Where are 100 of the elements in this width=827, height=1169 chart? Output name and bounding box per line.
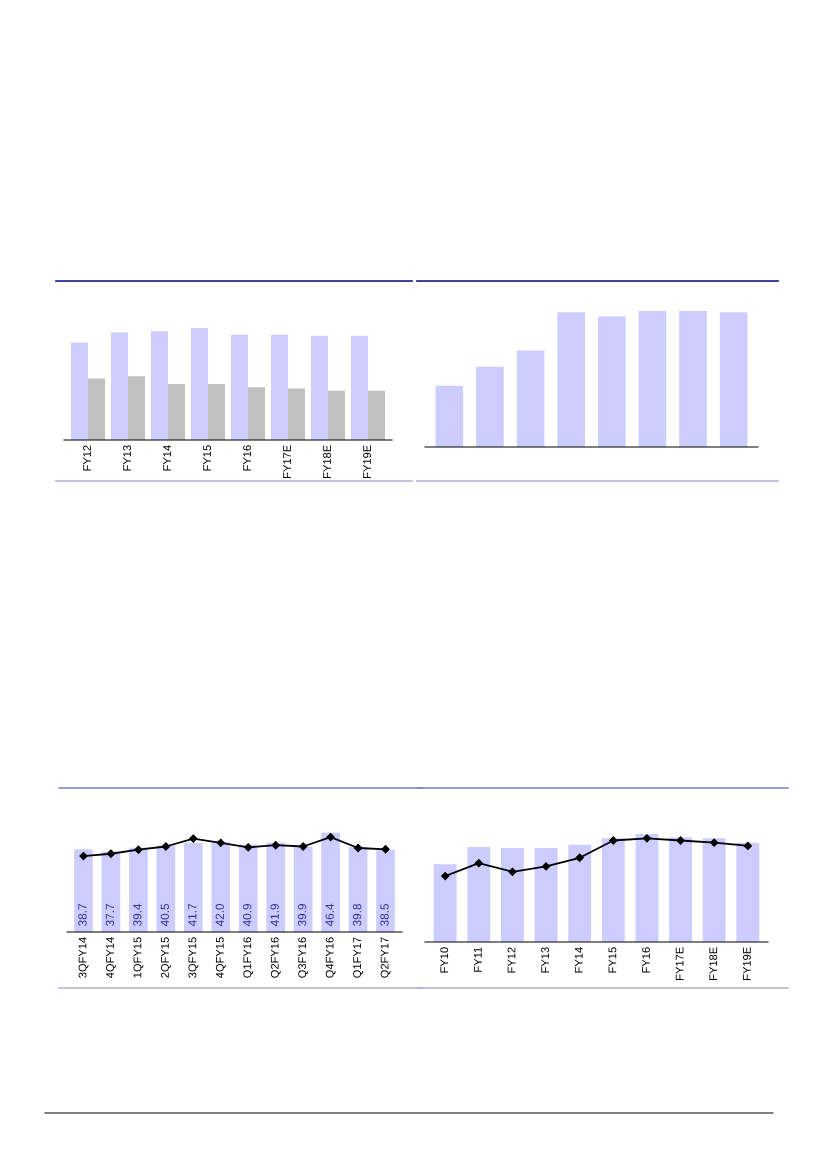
bar (638, 311, 667, 447)
bar (467, 846, 491, 942)
x-tick-label: FY10 (440, 947, 449, 973)
bar (669, 837, 692, 942)
data-label: 38.5 (380, 903, 389, 926)
point (161, 842, 170, 851)
x-tick-label: FY17E (675, 947, 684, 980)
x-tick-label: FY11 (474, 947, 482, 972)
x-tick-label: 3QFY15 (188, 937, 199, 978)
data-label: 46.4 (325, 903, 334, 927)
x-tick-label: FY12 (507, 947, 516, 973)
data-label: 41.9 (270, 904, 279, 927)
x-tick-label: FY14 (574, 947, 583, 973)
bar (311, 335, 328, 440)
bar (635, 834, 659, 942)
bar (368, 390, 385, 440)
point (134, 845, 143, 854)
bar (191, 328, 208, 440)
point (710, 838, 719, 847)
bar (231, 334, 248, 440)
bar (476, 366, 504, 447)
point (609, 836, 618, 845)
bar (129, 847, 148, 932)
point (541, 862, 551, 871)
bar (516, 350, 545, 447)
bar (293, 846, 313, 932)
data-label: 39.9 (297, 904, 307, 926)
bar (351, 335, 368, 440)
x-tick-label: FY17E (283, 445, 291, 478)
bar (433, 864, 457, 942)
bar (719, 312, 748, 447)
data-label: 42.0 (215, 903, 224, 927)
point (575, 853, 584, 862)
bar (128, 376, 145, 440)
bar (435, 385, 464, 447)
x-tick-label: Q3FY16 (298, 937, 309, 978)
data-label: 40.5 (160, 903, 170, 927)
bar (248, 387, 265, 440)
bar (288, 388, 305, 440)
point (642, 834, 652, 843)
point (508, 867, 517, 876)
x-tick-label: FY14 (163, 445, 171, 471)
data-label: 41.7 (188, 904, 197, 927)
point (474, 859, 483, 868)
x-tick-label: FY13 (541, 947, 550, 973)
point (106, 849, 116, 858)
bar (568, 844, 592, 942)
x-tick-label: FY18E (323, 445, 331, 478)
bar (736, 842, 760, 942)
x-tick-label: 3QFY14 (78, 937, 89, 978)
bar (376, 849, 395, 932)
bar (208, 384, 225, 440)
point (244, 843, 253, 852)
bar (74, 849, 93, 932)
x-tick-label: FY13 (123, 445, 131, 471)
bar (601, 838, 625, 942)
point (441, 871, 450, 881)
bar (168, 384, 185, 440)
x-tick-label: 2QFY15 (160, 937, 171, 978)
x-tick-label: FY19E (742, 947, 751, 980)
bar (557, 312, 585, 447)
point (381, 845, 390, 854)
point (743, 841, 752, 851)
x-tick-label: FY16 (642, 947, 650, 973)
x-tick-label: Q4FY16 (325, 937, 336, 978)
data-label: 39.8 (352, 903, 362, 926)
x-tick-label: Q2FY16 (270, 937, 281, 978)
bar (271, 334, 288, 440)
x-tick-label: FY12 (83, 445, 91, 471)
bar (266, 842, 286, 932)
x-tick-label: 1QFY15 (133, 937, 144, 978)
bar (151, 331, 168, 440)
x-tick-label: FY16 (243, 445, 251, 471)
bar (71, 342, 88, 440)
x-tick-label: FY19E (363, 445, 371, 478)
point (326, 832, 335, 842)
data-label: 39.4 (133, 903, 142, 926)
bar (88, 378, 105, 440)
x-tick-label: 4QFY14 (106, 937, 116, 978)
bar (679, 311, 707, 447)
bar (501, 848, 524, 942)
bar (321, 832, 340, 932)
bar (211, 842, 231, 932)
x-tick-label: FY18E (709, 947, 718, 980)
point (299, 842, 308, 851)
bar (534, 848, 558, 942)
point (79, 851, 88, 861)
x-tick-label: Q1FY16 (243, 937, 254, 978)
x-tick-label: 4QFY15 (215, 937, 226, 978)
bar (702, 838, 726, 942)
x-tick-label: FY15 (608, 947, 617, 973)
data-label: 40.9 (243, 904, 252, 927)
bar (598, 316, 626, 447)
point (271, 841, 280, 850)
data-label: 38.7 (78, 904, 87, 926)
data-label: 37.7 (105, 904, 115, 926)
point (189, 834, 198, 843)
point (676, 836, 685, 845)
x-tick-label: Q2FY17 (380, 937, 391, 978)
x-tick-label: Q1FY17 (353, 937, 364, 978)
